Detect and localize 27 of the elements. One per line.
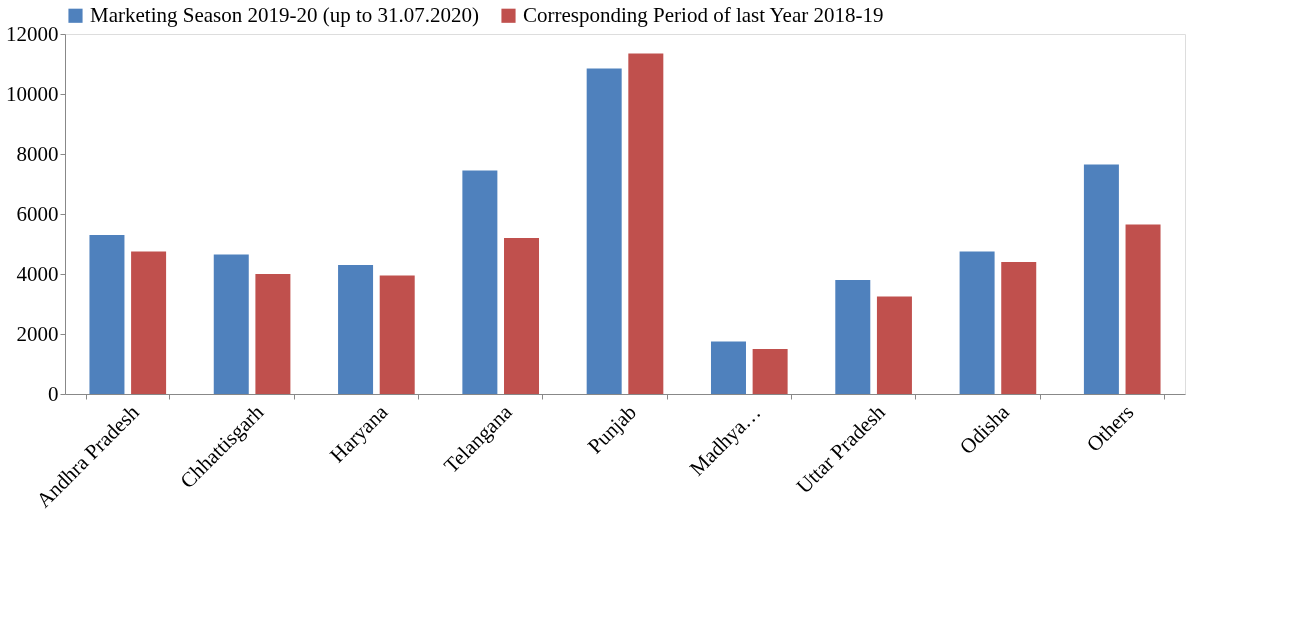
y-tick-label: 0 bbox=[48, 381, 59, 406]
bar bbox=[1125, 224, 1161, 394]
bar bbox=[462, 170, 498, 394]
bar bbox=[835, 280, 871, 394]
bar bbox=[89, 235, 125, 394]
y-tick-label: 2000 bbox=[16, 321, 59, 346]
bar bbox=[876, 296, 912, 394]
bar bbox=[131, 251, 167, 394]
bar bbox=[959, 251, 995, 394]
bar bbox=[213, 254, 249, 394]
bar bbox=[628, 53, 664, 394]
bar bbox=[255, 274, 291, 394]
y-tick-label: 4000 bbox=[16, 261, 59, 286]
y-tick-label: 6000 bbox=[16, 201, 59, 226]
bar bbox=[710, 341, 746, 394]
bar bbox=[504, 238, 540, 394]
bar bbox=[1083, 164, 1119, 394]
bar bbox=[586, 68, 622, 394]
bar bbox=[752, 349, 788, 394]
legend-label: Marketing Season 2019-20 (up to 31.07.2020) bbox=[90, 2, 480, 27]
bar bbox=[338, 265, 374, 394]
y-tick-label: 12000 bbox=[6, 21, 59, 46]
bar bbox=[379, 275, 415, 394]
y-tick-label: 8000 bbox=[16, 141, 59, 166]
y-tick-label: 10000 bbox=[6, 81, 59, 106]
legend-label: Corresponding Period of last Year 2018-19 bbox=[523, 2, 884, 27]
bar bbox=[1001, 262, 1037, 394]
